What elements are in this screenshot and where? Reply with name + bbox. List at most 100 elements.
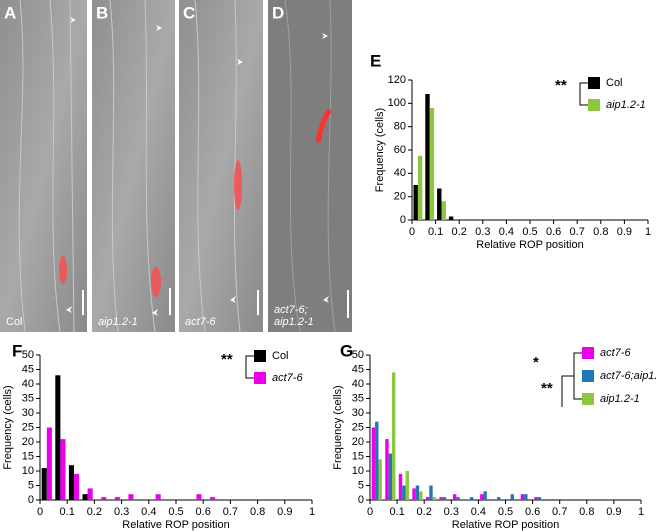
y-tick-label: 50 [352,349,364,361]
y-tick-label: 10 [352,465,364,477]
x-tick-label: 0.6 [525,506,540,518]
bar [442,497,447,500]
bar [429,108,435,220]
x-tick-label: 0.8 [250,506,265,518]
y-tick-label: 45 [22,363,34,375]
legend-swatch [588,99,600,111]
y-tick-label: 100 [388,97,406,109]
bar [439,497,443,500]
y-tick-label: 15 [352,450,364,462]
bar [534,497,538,500]
y-axis-label: Frequency (cells) [332,385,344,469]
y-axis-label: Frequency (cells) [2,385,14,469]
bracket [245,355,254,379]
x-tick-label: 0.3 [444,506,459,518]
y-tick-label: 120 [388,74,406,86]
bar [210,497,216,500]
y-tick-label: 0 [358,494,364,506]
rop-signal [234,160,242,210]
x-tick-label: 0.8 [579,506,594,518]
panel-label: E [370,51,381,70]
rop-signal [315,108,333,143]
bar [402,485,406,500]
x-tick-label: 0.1 [389,506,404,518]
y-tick-label: 80 [394,121,406,133]
bar [429,485,433,500]
bar [87,488,93,500]
panel-label: B [96,3,108,22]
panel-label: G [340,341,353,360]
bar [448,216,454,220]
x-tick-label: 0.2 [87,506,102,518]
y-tick-label: 30 [352,407,364,419]
bar [378,459,382,500]
y-tick-label: 20 [22,436,34,448]
bar [60,439,66,500]
y-tick-label: 5 [28,479,34,491]
bar [196,494,202,500]
bar [483,491,487,500]
x-tick-label: 0.9 [277,506,292,518]
panel-label: F [12,341,22,360]
x-tick-label: 0.2 [417,506,432,518]
bar [520,494,525,500]
x-tick-label: 0.7 [223,506,238,518]
legend-label: aip1.2-1 [600,393,640,405]
legend-label: Col [606,77,623,89]
y-tick-label: 60 [394,144,406,156]
bar [114,497,120,500]
legend-swatch [582,347,594,359]
rop-signal [151,267,161,297]
bar [41,468,47,500]
y-tick-label: 35 [352,392,364,404]
bar [425,94,430,220]
significance: ** [541,380,553,397]
bar [128,494,134,500]
x-axis-label: Relative ROP position [476,239,583,251]
y-tick-label: 20 [352,436,364,448]
x-tick-label: 0.9 [606,506,621,518]
caption: aip1.2-1 [98,316,138,328]
y-tick-label: 40 [352,378,364,390]
legend-swatch [582,370,594,382]
y-tick-label: 0 [28,494,34,506]
bar [388,453,393,500]
bar [82,494,88,500]
bar [101,497,107,500]
caption: aip1.2-1 [274,316,314,328]
x-tick-label: 0.5 [522,226,537,238]
bar [415,485,420,500]
bar [413,185,418,220]
cell-wall [109,0,156,333]
x-axis-label: Relative ROP position [452,519,559,531]
bar [469,497,474,500]
x-axis-label: Relative ROP position [122,519,229,531]
legend-swatch [588,77,600,89]
panel-label: A [4,3,16,22]
bar [55,375,61,500]
x-tick-label: 0.4 [471,506,486,518]
x-tick-label: 0 [409,226,415,238]
bar [437,188,442,220]
bracket [561,375,574,407]
rop-signal [59,256,67,284]
y-tick-label: 50 [22,349,34,361]
y-tick-label: 45 [352,363,364,375]
micrograph [179,0,263,332]
y-tick-label: 15 [22,450,34,462]
significance: * [533,354,539,371]
bar [452,494,457,500]
x-tick-label: 0.5 [168,506,183,518]
micrographs [0,0,352,333]
significance: ** [555,77,567,94]
bar [425,497,430,500]
caption: Col [6,316,23,328]
legend-label: act7-6 [600,347,631,359]
y-tick-label: 40 [394,167,406,179]
micrograph [268,0,352,332]
bar [537,497,542,500]
legend-swatch [254,372,266,384]
cell-wall [18,0,75,333]
legend-label: act7-6 [272,372,303,384]
